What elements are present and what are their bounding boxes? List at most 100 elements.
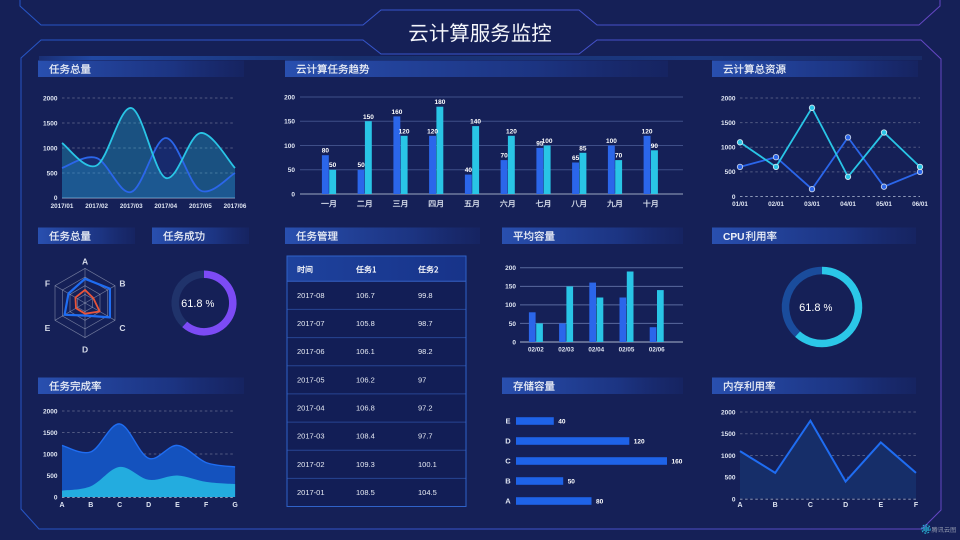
- svg-text:106.2: 106.2: [356, 375, 375, 384]
- svg-text:2017-08: 2017-08: [297, 291, 325, 300]
- svg-text:02/05: 02/05: [619, 347, 635, 354]
- svg-text:40: 40: [558, 419, 566, 426]
- svg-text:106.7: 106.7: [356, 291, 375, 300]
- svg-text:80: 80: [596, 499, 604, 506]
- svg-text:D: D: [146, 502, 151, 509]
- svg-text:2017-07: 2017-07: [297, 319, 325, 328]
- svg-text:500: 500: [47, 170, 58, 177]
- svg-text:2017/04: 2017/04: [154, 203, 177, 210]
- svg-text:F: F: [914, 502, 919, 509]
- svg-text:98.7: 98.7: [418, 319, 433, 328]
- svg-text:120: 120: [399, 128, 410, 135]
- svg-text:01/01: 01/01: [732, 201, 748, 208]
- svg-text:F: F: [45, 279, 50, 289]
- svg-text:85: 85: [579, 145, 587, 152]
- svg-text:108.4: 108.4: [356, 432, 375, 441]
- svg-text:500: 500: [725, 169, 736, 176]
- svg-text:106.1: 106.1: [356, 347, 375, 356]
- svg-text:0: 0: [291, 191, 295, 198]
- svg-text:100.1: 100.1: [418, 460, 437, 469]
- svg-text:61.8: 61.8: [181, 298, 202, 310]
- svg-text:2017-03: 2017-03: [297, 432, 325, 441]
- svg-text:99.8: 99.8: [418, 291, 433, 300]
- svg-text:A: A: [82, 257, 88, 267]
- svg-text:100: 100: [505, 302, 516, 309]
- svg-text:02/01: 02/01: [768, 201, 784, 208]
- svg-text:02/02: 02/02: [528, 347, 544, 354]
- svg-text:2000: 2000: [721, 95, 736, 102]
- svg-text:1000: 1000: [721, 453, 736, 460]
- svg-text:F: F: [204, 502, 209, 509]
- svg-text:E: E: [505, 417, 510, 426]
- svg-text:E: E: [45, 323, 51, 333]
- svg-text:B: B: [505, 477, 511, 486]
- svg-text:200: 200: [284, 94, 295, 101]
- svg-text:1500: 1500: [721, 431, 736, 438]
- svg-text:05/01: 05/01: [876, 201, 892, 208]
- svg-text:61.8: 61.8: [799, 302, 820, 314]
- svg-text:2017/03: 2017/03: [120, 203, 143, 210]
- svg-text:G: G: [232, 502, 238, 509]
- svg-text:2000: 2000: [43, 408, 58, 415]
- svg-text:0: 0: [54, 195, 58, 202]
- svg-text:D: D: [505, 437, 511, 446]
- svg-text:B: B: [773, 502, 778, 509]
- svg-text:100: 100: [542, 138, 553, 145]
- svg-text:B: B: [119, 279, 125, 289]
- svg-text:E: E: [878, 502, 883, 509]
- svg-text:06/01: 06/01: [912, 201, 928, 208]
- svg-text:100: 100: [606, 138, 617, 145]
- svg-text:150: 150: [284, 119, 295, 126]
- svg-text:0: 0: [732, 496, 736, 503]
- svg-text:180: 180: [434, 99, 445, 106]
- svg-text:120: 120: [634, 439, 645, 446]
- svg-text:120: 120: [506, 128, 517, 135]
- svg-text:50: 50: [568, 479, 576, 486]
- svg-text:02/04: 02/04: [588, 347, 604, 354]
- svg-text:1000: 1000: [43, 451, 58, 458]
- svg-text:50: 50: [357, 162, 365, 169]
- svg-text:150: 150: [505, 284, 516, 291]
- svg-text:80: 80: [322, 148, 330, 155]
- svg-text:200: 200: [505, 265, 516, 272]
- svg-text:A: A: [59, 502, 64, 509]
- svg-text:50: 50: [329, 162, 337, 169]
- svg-text:2017/02: 2017/02: [85, 203, 108, 210]
- svg-text:1000: 1000: [43, 145, 58, 152]
- svg-text:106.8: 106.8: [356, 404, 375, 413]
- svg-text:40: 40: [465, 167, 473, 174]
- svg-text:50: 50: [288, 167, 296, 174]
- svg-text:95: 95: [536, 140, 544, 147]
- svg-text:0: 0: [512, 339, 516, 346]
- svg-text:97: 97: [418, 375, 426, 384]
- svg-text:B: B: [88, 502, 93, 509]
- svg-text:2017-02: 2017-02: [297, 460, 325, 469]
- svg-text:A: A: [505, 497, 511, 506]
- svg-text:02/03: 02/03: [558, 347, 574, 354]
- svg-text:150: 150: [363, 114, 374, 121]
- svg-text:2017-01: 2017-01: [297, 488, 325, 497]
- svg-text:70: 70: [615, 153, 623, 160]
- svg-text:500: 500: [47, 473, 58, 480]
- svg-text:108.5: 108.5: [356, 488, 375, 497]
- svg-text:97.2: 97.2: [418, 404, 433, 413]
- svg-text:A: A: [737, 502, 742, 509]
- svg-text:2017/01: 2017/01: [51, 203, 74, 210]
- svg-text:2000: 2000: [721, 409, 736, 416]
- svg-text:2017/05: 2017/05: [189, 203, 212, 210]
- svg-text:E: E: [175, 502, 180, 509]
- svg-text:97.7: 97.7: [418, 432, 433, 441]
- svg-text:1500: 1500: [43, 430, 58, 437]
- svg-text:CPU: CPU: [723, 232, 745, 243]
- svg-text:0: 0: [54, 494, 58, 501]
- svg-text:1000: 1000: [721, 145, 736, 152]
- svg-text:2000: 2000: [43, 95, 58, 102]
- svg-text:%: %: [206, 299, 215, 310]
- svg-text:140: 140: [470, 119, 481, 126]
- svg-text:105.8: 105.8: [356, 319, 375, 328]
- svg-text:100: 100: [284, 143, 295, 150]
- svg-text:160: 160: [672, 459, 683, 466]
- svg-text:C: C: [505, 457, 511, 466]
- svg-text:1500: 1500: [43, 120, 58, 127]
- svg-text:2017-06: 2017-06: [297, 347, 325, 356]
